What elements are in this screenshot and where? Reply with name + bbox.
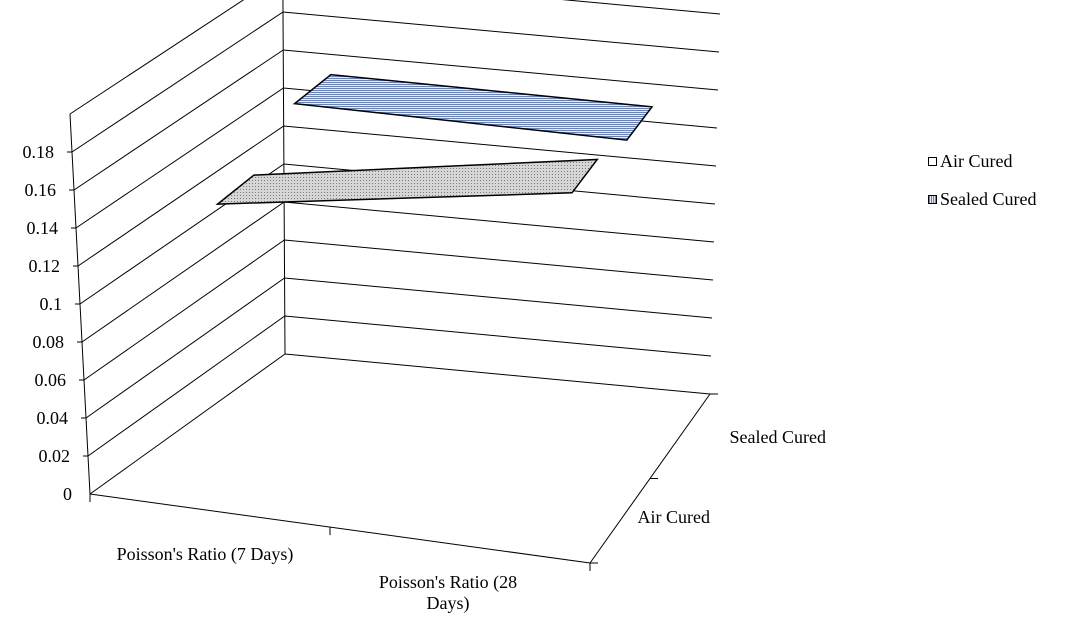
legend-label-sealed-cured: Sealed Cured [940, 188, 1037, 209]
series-ribbon-sealed-cured [292, 73, 654, 141]
z-tick-label: Air Cured [638, 507, 710, 527]
legend-label-air-cured: Air Cured [940, 150, 1013, 171]
legend: Air Cured Sealed Cured [928, 142, 1036, 218]
legend-item-sealed-cured: Sealed Cured [928, 180, 1036, 218]
y-tick-label: 0.08 [33, 332, 65, 352]
z-tick-label: Sealed Cured [730, 427, 826, 447]
y-tick-label: 0.04 [37, 408, 69, 428]
y-tick-label: 0.06 [35, 370, 67, 390]
x-tick-label: Poisson's Ratio (7 Days) [117, 544, 294, 565]
y-tick-label: 0.1 [40, 294, 63, 314]
gridline [85, 277, 713, 419]
legend-swatch-air-cured [928, 156, 937, 166]
y-tick-label: 0.02 [39, 446, 71, 466]
y-tick-label: 0.16 [25, 180, 57, 200]
gridline [83, 239, 714, 381]
gridline [81, 201, 715, 343]
y-tick-label: 0.14 [27, 218, 59, 238]
x-axis-line [89, 493, 591, 564]
y-tick-label: 0.18 [23, 142, 55, 162]
y-tick-label: 0.12 [29, 256, 61, 276]
back-left-edge [282, 0, 286, 355]
gridline [89, 353, 711, 495]
gridline [69, 0, 721, 115]
legend-item-air-cured: Air Cured [928, 142, 1036, 180]
legend-swatch-sealed-cured [928, 194, 937, 204]
series-ribbon-air-cured [215, 158, 599, 205]
y-tick-label: 0 [63, 484, 72, 504]
x-tick-label: Poisson's Ratio (28 Days) [379, 572, 517, 614]
gridline [87, 315, 712, 457]
